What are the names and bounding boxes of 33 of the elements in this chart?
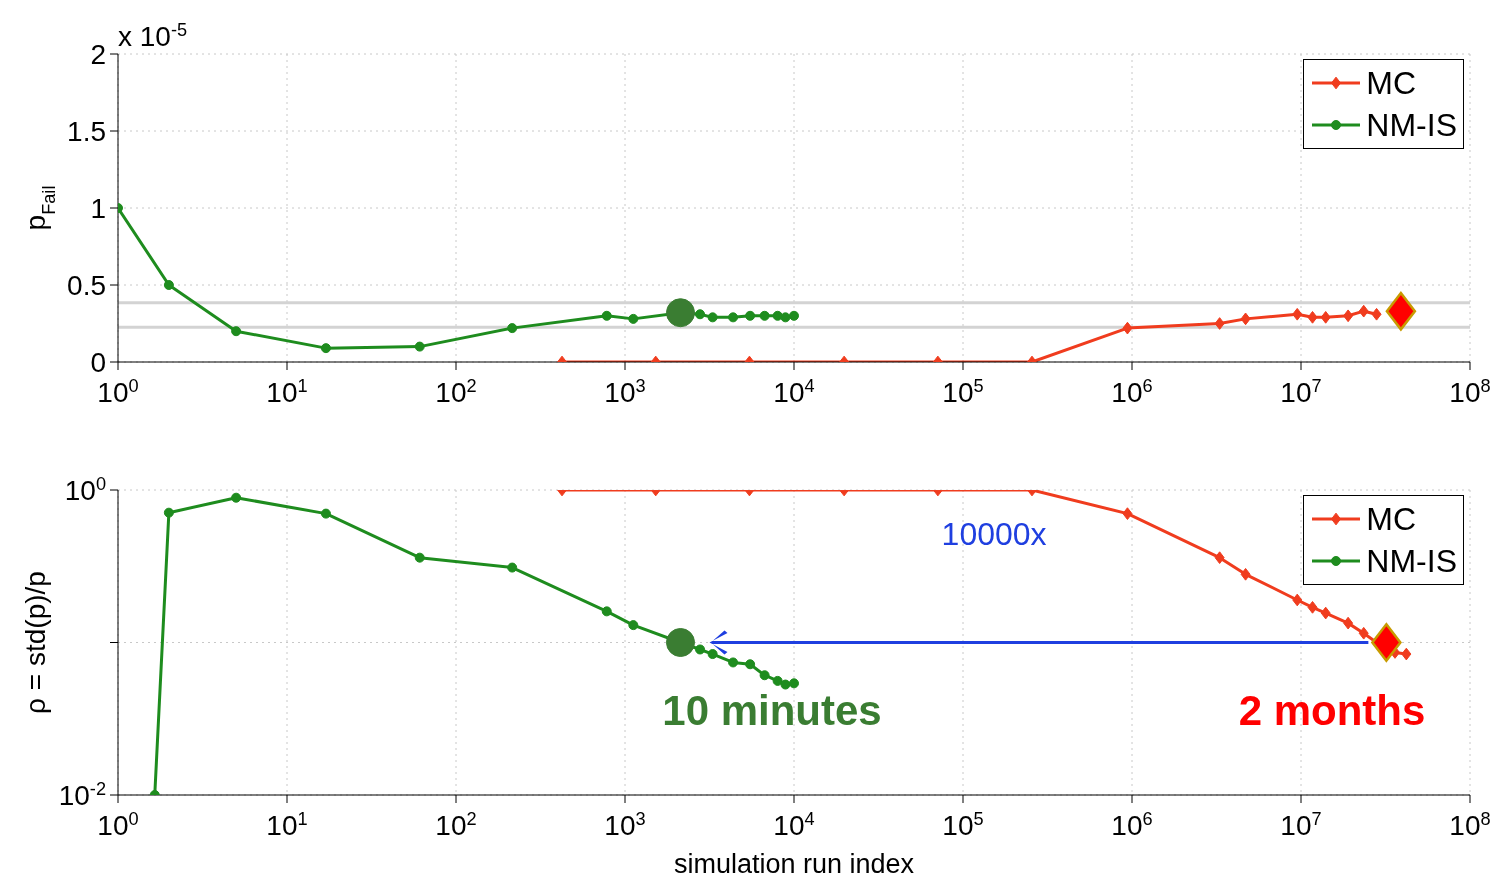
x-tick-label: 10$^{2}$: [435, 809, 477, 841]
x-tick-label: 10$^{1}$: [266, 376, 308, 408]
x-tick-label: 10$^{7}$: [1280, 376, 1322, 408]
legend-label: MC: [1366, 500, 1417, 538]
y-axis-title: ρ = std(p)/p: [20, 571, 51, 714]
x-tick-label: 10$^{3}$: [604, 809, 646, 841]
legend-label: NM-IS: [1366, 106, 1457, 144]
annotation: 2 months: [1238, 687, 1426, 734]
y-tick-label: 1: [90, 193, 106, 224]
x-tick-label: 10$^{8}$: [1449, 376, 1491, 408]
x-axis-title: simulation run index: [673, 849, 915, 879]
x-tick-label: 10$^{6}$: [1111, 809, 1153, 841]
x-tick-label: 10$^{1}$: [266, 809, 308, 841]
annotation: 10000x: [941, 516, 1047, 552]
y-tick-label: 1.5: [67, 116, 106, 147]
x-tick-label: 10$^{3}$: [604, 376, 646, 408]
annotation: 10 minutes: [662, 687, 882, 734]
x-tick-label: 10$^{4}$: [773, 809, 815, 841]
x-tick-label: 10$^{2}$: [435, 376, 477, 408]
x-tick-label: 10$^{7}$: [1280, 809, 1322, 841]
y-tick-label: 10$^{-2}$: [58, 779, 106, 811]
y-tick-label: 2: [90, 39, 106, 70]
y-tick-label: 0.5: [67, 270, 106, 301]
x-tick-label: 10$^{6}$: [1111, 376, 1153, 408]
legend-label: NM-IS: [1366, 542, 1457, 580]
legend-label: MC: [1366, 64, 1417, 102]
x-tick-label: 10$^{4}$: [773, 376, 815, 408]
x-tick-label: 10$^{5}$: [942, 376, 984, 408]
y-tick-label: 10$^{0}$: [64, 474, 106, 506]
x-tick-label: 10$^{8}$: [1449, 809, 1491, 841]
text: x 10$^{-5}$: [118, 20, 188, 52]
x-tick-label: 10$^{5}$: [942, 809, 984, 841]
y-tick-label: 0: [90, 347, 106, 378]
